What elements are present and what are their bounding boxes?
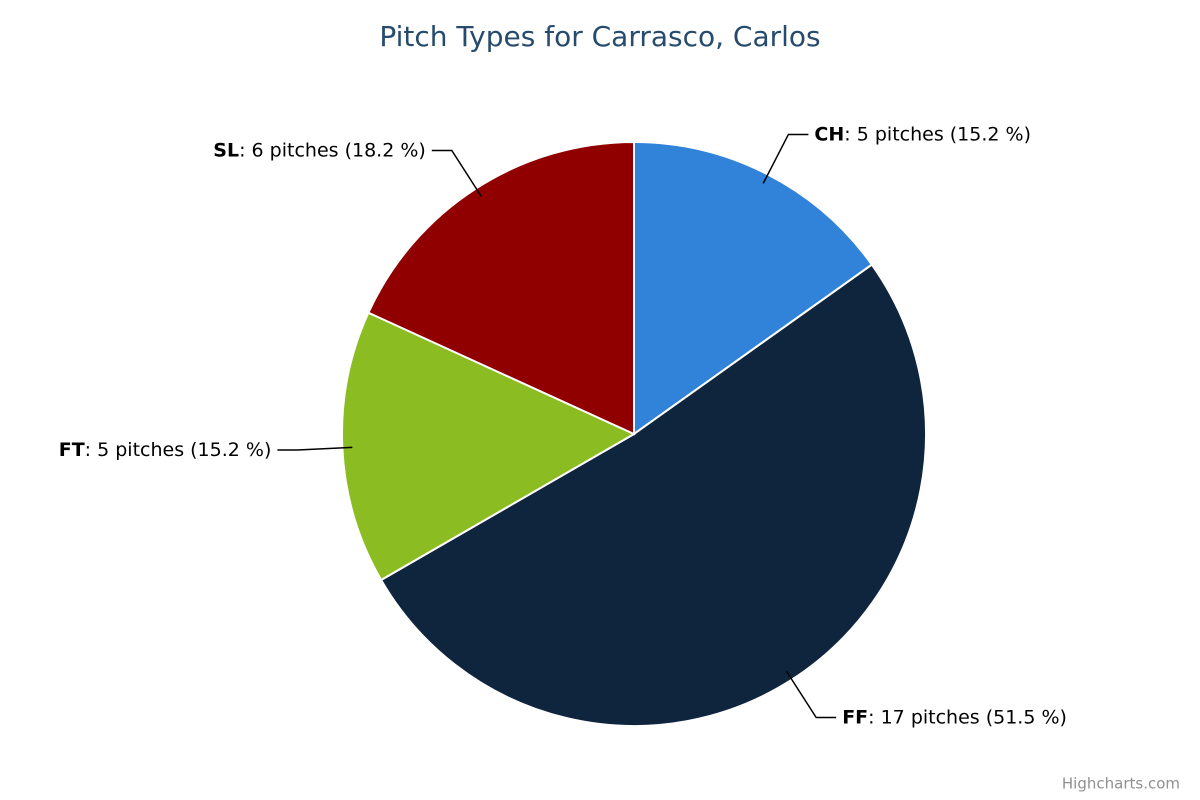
- label-value: : 5 pitches (15.2 %): [844, 123, 1031, 145]
- label-category: SL: [213, 139, 239, 161]
- label-value: : 17 pitches (51.5 %): [868, 706, 1067, 728]
- connector: [762, 133, 809, 184]
- credit[interactable]: Highcharts.com: [1062, 775, 1180, 793]
- connector: [431, 149, 483, 198]
- chart-title: Pitch Types for Carrasco, Carlos: [379, 20, 820, 53]
- data-label: FF: 17 pitches (51.5 %): [842, 706, 1067, 728]
- connector: [277, 446, 353, 451]
- label-value: : 5 pitches (15.2 %): [85, 439, 272, 461]
- label-category: CH: [814, 123, 844, 145]
- connector: [785, 670, 837, 719]
- label-category: FT: [59, 439, 85, 461]
- label-category: FF: [842, 706, 868, 728]
- data-label: CH: 5 pitches (15.2 %): [814, 123, 1031, 145]
- data-label: FT: 5 pitches (15.2 %): [59, 439, 272, 461]
- data-label: SL: 6 pitches (18.2 %): [213, 139, 426, 161]
- label-value: : 6 pitches (18.2 %): [239, 139, 426, 161]
